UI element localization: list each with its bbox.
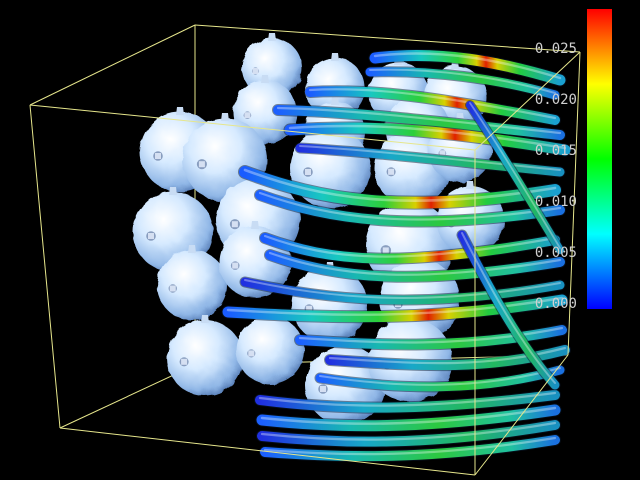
streamline-19 (465, 100, 565, 255)
streamline-16 (255, 403, 562, 433)
streamline-4 (283, 121, 572, 157)
colorbar-gradient (587, 9, 612, 309)
streamline-8 (259, 232, 561, 265)
colorbar-tick-5: 0.000 (535, 296, 577, 312)
streamline-6 (238, 165, 562, 210)
sphere-21 (236, 311, 304, 384)
box-back-edge-1 (194, 24, 581, 53)
streamline-0 (368, 48, 567, 87)
box-front-edge-5 (474, 354, 569, 476)
streamline-1 (364, 66, 561, 101)
streamline-14 (314, 364, 566, 393)
bounding-box-front-edges (29, 51, 581, 476)
box-front-edge-0 (29, 104, 476, 151)
streamline-15 (254, 389, 561, 414)
streamline-11 (221, 293, 569, 324)
colorbar-tick-0: 0.025 (535, 41, 577, 57)
sphere-20 (167, 315, 243, 396)
streamline-tubes (221, 48, 572, 463)
streamline-10 (239, 276, 566, 306)
box-back-edge-0 (29, 24, 196, 106)
colorbar-legend: 0.025 0.020 0.015 0.010 0.005 0.000 (535, 9, 612, 312)
streamline-3 (272, 104, 566, 141)
sphere-16 (157, 245, 227, 320)
streamline-5 (294, 142, 566, 178)
colorbar-tick-2: 0.015 (535, 143, 577, 159)
box-front-edge-2 (567, 51, 581, 356)
box-front-edge-1 (474, 51, 581, 151)
box-front-edge-3 (29, 104, 61, 429)
streamline-7 (254, 189, 566, 228)
streamline-20 (456, 229, 561, 391)
streamline-9 (264, 249, 566, 283)
colorbar-tick-1: 0.020 (535, 92, 577, 108)
streamline-18 (259, 434, 561, 463)
colorbar-tick-3: 0.010 (535, 194, 577, 210)
colorbar-tick-4: 0.005 (535, 245, 577, 261)
box-front-edge-4 (59, 427, 476, 476)
